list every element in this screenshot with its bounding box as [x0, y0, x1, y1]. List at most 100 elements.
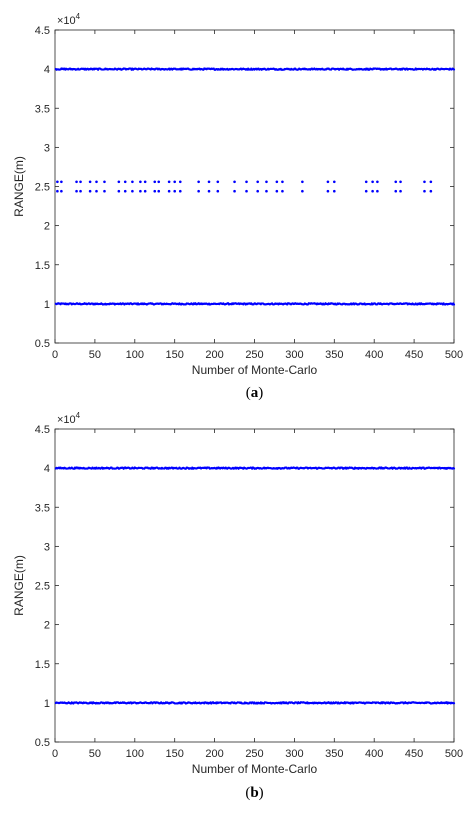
y-tick-label: 0.5: [35, 737, 50, 749]
x-tick-label: 400: [365, 748, 383, 760]
data-point: [265, 180, 268, 184]
data-point: [139, 189, 142, 193]
data-point: [275, 189, 279, 193]
data-point: [281, 180, 284, 184]
data-point: [167, 189, 171, 193]
x-axis-label: Number of Monte-Carlo: [192, 363, 318, 377]
chart-panel-a: 0 50 100 150 200 250 300 350 400 450 500 0.5 1 1.5 2 2.…: [12, 12, 463, 401]
data-point: [139, 180, 142, 184]
series-1: [54, 466, 456, 470]
y-tick-label: 3.5: [35, 502, 50, 514]
x-tick-label: 100: [126, 349, 144, 361]
data-point: [56, 180, 59, 184]
data-point: [143, 180, 147, 184]
data-point: [173, 180, 176, 184]
y-exponent-label: ×104: [57, 12, 81, 27]
data-point: [123, 180, 127, 184]
data-point: [178, 189, 182, 193]
y-tick-label: 1: [44, 698, 50, 710]
data-point: [88, 189, 92, 193]
data-point: [216, 189, 220, 193]
y-tick-label: 3: [44, 541, 50, 553]
y-tick-label: 1.5: [35, 659, 50, 671]
x-tick-label: 150: [166, 349, 184, 361]
x-tick-label: 0: [52, 748, 58, 760]
x-tick-label: 350: [325, 349, 343, 361]
data-point: [333, 180, 336, 184]
data-point: [265, 189, 268, 193]
data-point: [452, 702, 456, 705]
data-point: [131, 180, 134, 184]
x-tick-label: 500: [445, 748, 463, 760]
y-exponent-power: 4: [76, 12, 81, 21]
plot-area: [54, 29, 455, 344]
x-axis-label: Number of Monte-Carlo: [192, 762, 318, 776]
y-exponent-power: 4: [76, 411, 81, 420]
data-point: [233, 189, 236, 193]
data-point: [256, 189, 259, 193]
data-point: [56, 189, 59, 193]
x-tick-label: 500: [445, 349, 463, 361]
x-tick-label: 150: [166, 748, 184, 760]
series-2: [56, 180, 433, 193]
data-point: [88, 180, 92, 184]
y-axis-label: RANGE(m): [12, 156, 26, 217]
data-point: [95, 180, 98, 184]
data-point: [123, 189, 127, 193]
data-point: [157, 189, 161, 193]
data-point: [79, 180, 82, 184]
x-tick-label: 50: [89, 349, 101, 361]
data-point: [75, 180, 78, 184]
y-tick-label: 1.5: [35, 260, 50, 272]
data-point: [153, 189, 157, 193]
chart-panel-b: 0 50 100 150 200 250 300 350 400 450 500 0.5 1 1.5 2 2.…: [12, 411, 463, 801]
data-point: [207, 180, 211, 184]
y-tick-label: 2.5: [35, 182, 50, 194]
data-point: [394, 180, 398, 184]
data-point: [275, 180, 279, 184]
data-point: [371, 180, 374, 184]
y-tick-label: 4.5: [35, 25, 50, 37]
y-exponent-label: ×104: [57, 411, 81, 426]
panel-caption: (a): [246, 385, 264, 401]
x-tick-label: 300: [285, 748, 303, 760]
data-point: [429, 180, 433, 184]
y-tick-label: 2: [44, 221, 50, 233]
plot-area: [54, 428, 455, 743]
data-point: [103, 189, 106, 193]
y-axis-label: RANGE(m): [12, 555, 26, 616]
data-point: [216, 180, 220, 184]
data-point: [326, 189, 330, 193]
data-point: [371, 189, 374, 193]
data-point: [245, 189, 248, 193]
data-point: [79, 189, 82, 193]
x-tick-label: 50: [89, 748, 101, 760]
x-tick-label: 200: [205, 349, 223, 361]
x-tick-label: 100: [126, 748, 144, 760]
data-point: [301, 180, 304, 184]
panel-caption: (b): [245, 785, 263, 801]
data-point: [233, 180, 236, 184]
data-point: [117, 189, 121, 193]
y-tick-label: 2.5: [35, 581, 50, 593]
data-point: [153, 180, 157, 184]
data-point: [364, 180, 368, 184]
data-point: [75, 189, 78, 193]
data-point: [301, 189, 304, 193]
y-tick-label: 4: [44, 463, 50, 475]
y-tick-label: 3.5: [35, 103, 50, 115]
data-point: [60, 180, 63, 184]
data-point: [143, 189, 147, 193]
y-tick-label: 2: [44, 620, 50, 632]
series-1: [54, 67, 456, 71]
x-tick-label: 300: [285, 349, 303, 361]
x-tick-label: 250: [245, 748, 263, 760]
y-tick-label: 0.5: [35, 338, 50, 350]
data-point: [399, 189, 402, 193]
data-point: [256, 180, 259, 184]
data-point: [157, 180, 161, 184]
data-point: [452, 467, 456, 470]
data-point: [281, 189, 284, 193]
series-0: [54, 302, 456, 306]
